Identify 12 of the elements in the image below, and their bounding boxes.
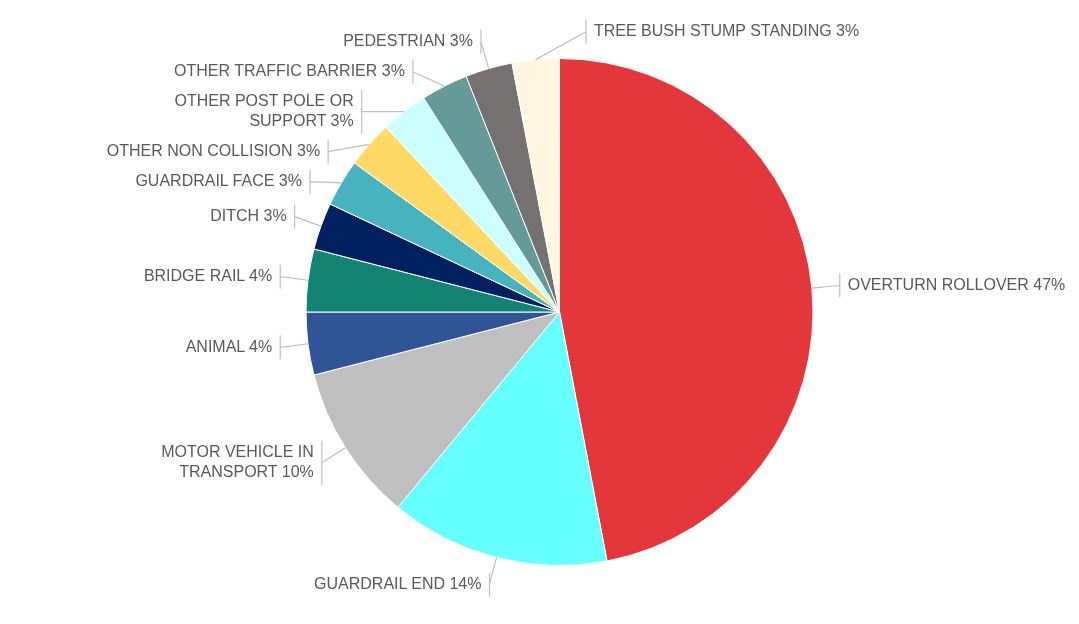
slice-label: OTHER TRAFFIC BARRIER 3% xyxy=(174,62,405,80)
slice-label: GUARDRAIL END 14% xyxy=(314,575,482,593)
slice-label: OTHER POST POLE OR SUPPORT 3% xyxy=(174,92,354,130)
slice-label: DITCH 3% xyxy=(210,207,287,225)
slice-label: BRIDGE RAIL 4% xyxy=(143,267,273,285)
slice-label: ANIMAL 4% xyxy=(185,337,273,355)
slice-label: GUARDRAIL FACE 3% xyxy=(135,172,302,190)
slice-label: OTHER NON COLLISION 3% xyxy=(106,142,321,160)
slice-label: TREE BUSH STUMP STANDING 3% xyxy=(593,22,860,40)
slice-label: MOTOR VEHICLE IN TRANSPORT 10% xyxy=(161,443,314,481)
slice-label: PEDESTRIAN 3% xyxy=(343,32,473,50)
slice-label: OVERTURN ROLLOVER 47% xyxy=(847,275,1066,293)
